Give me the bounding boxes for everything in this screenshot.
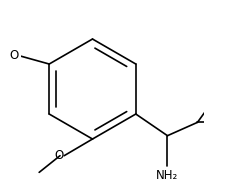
Text: O: O [54, 149, 63, 162]
Text: O: O [9, 49, 18, 62]
Text: NH₂: NH₂ [156, 169, 179, 182]
